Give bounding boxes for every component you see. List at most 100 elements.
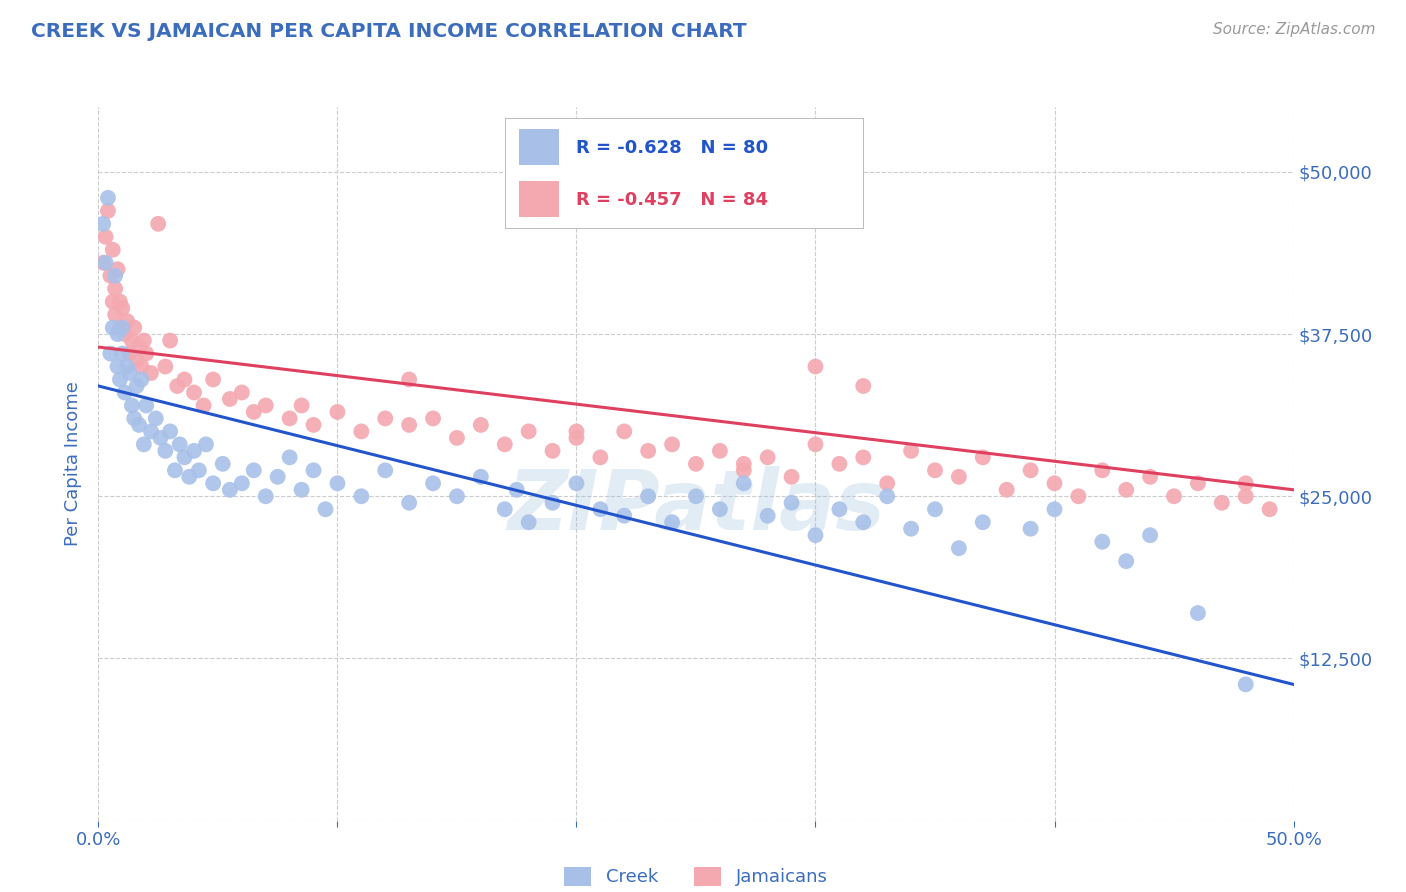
Point bbox=[350, 489, 373, 503]
Point bbox=[183, 443, 205, 458]
Point bbox=[169, 437, 191, 451]
Point bbox=[108, 320, 131, 334]
Point bbox=[145, 411, 167, 425]
Point bbox=[173, 450, 195, 465]
Point bbox=[422, 476, 444, 491]
Point bbox=[1019, 522, 1042, 536]
Point bbox=[97, 191, 120, 205]
Point bbox=[374, 463, 396, 477]
Point bbox=[852, 515, 875, 529]
Point bbox=[828, 502, 851, 516]
Point bbox=[94, 229, 117, 244]
Point bbox=[98, 346, 122, 360]
Point bbox=[374, 411, 396, 425]
Point bbox=[111, 320, 134, 334]
Point bbox=[1163, 489, 1185, 503]
Point bbox=[1258, 502, 1281, 516]
Point bbox=[278, 411, 301, 425]
Point bbox=[398, 372, 420, 386]
Point bbox=[852, 450, 875, 465]
Point bbox=[98, 268, 122, 283]
Point bbox=[565, 425, 588, 439]
Point bbox=[131, 372, 153, 386]
Point bbox=[1115, 554, 1137, 568]
Point bbox=[115, 314, 138, 328]
Point bbox=[132, 334, 155, 348]
Point bbox=[1091, 534, 1114, 549]
Point bbox=[828, 457, 851, 471]
Point bbox=[219, 392, 242, 406]
Point bbox=[733, 476, 755, 491]
Point bbox=[128, 417, 150, 432]
Point bbox=[1187, 606, 1209, 620]
Point bbox=[118, 366, 141, 380]
Point bbox=[101, 243, 124, 257]
Point bbox=[94, 256, 117, 270]
Point bbox=[756, 508, 779, 523]
Point bbox=[163, 463, 186, 477]
Point bbox=[104, 268, 127, 283]
Point bbox=[780, 496, 803, 510]
Point bbox=[104, 282, 127, 296]
Point bbox=[948, 470, 970, 484]
Point bbox=[494, 437, 516, 451]
Point bbox=[1043, 476, 1066, 491]
Point bbox=[326, 476, 349, 491]
Point bbox=[804, 528, 827, 542]
Point bbox=[1139, 528, 1161, 542]
Point bbox=[139, 425, 162, 439]
Point bbox=[1115, 483, 1137, 497]
Point bbox=[202, 476, 225, 491]
Point bbox=[470, 470, 492, 484]
Point bbox=[506, 483, 529, 497]
Point bbox=[350, 425, 373, 439]
Point bbox=[291, 483, 314, 497]
Point bbox=[398, 496, 420, 510]
Point bbox=[108, 372, 131, 386]
Point bbox=[135, 346, 157, 360]
Point bbox=[876, 476, 898, 491]
Point bbox=[135, 399, 157, 413]
Point bbox=[1187, 476, 1209, 491]
Point bbox=[211, 457, 233, 471]
Point bbox=[565, 431, 588, 445]
Point bbox=[613, 508, 636, 523]
Point bbox=[243, 463, 266, 477]
Point bbox=[948, 541, 970, 556]
Point bbox=[733, 463, 755, 477]
Text: CREEK VS JAMAICAN PER CAPITA INCOME CORRELATION CHART: CREEK VS JAMAICAN PER CAPITA INCOME CORR… bbox=[31, 22, 747, 41]
Point bbox=[1234, 489, 1257, 503]
Text: Source: ZipAtlas.com: Source: ZipAtlas.com bbox=[1212, 22, 1375, 37]
Point bbox=[565, 476, 588, 491]
Point bbox=[131, 359, 153, 374]
Point bbox=[685, 457, 707, 471]
Y-axis label: Per Capita Income: Per Capita Income bbox=[65, 382, 83, 546]
Point bbox=[231, 385, 253, 400]
Point bbox=[1091, 463, 1114, 477]
Point bbox=[661, 515, 683, 529]
Point bbox=[193, 399, 215, 413]
Point bbox=[104, 308, 127, 322]
Point bbox=[107, 262, 129, 277]
Point bbox=[315, 502, 337, 516]
Point bbox=[876, 489, 898, 503]
Point bbox=[804, 437, 827, 451]
Point bbox=[121, 399, 143, 413]
Point bbox=[91, 256, 114, 270]
Point bbox=[187, 463, 209, 477]
Point bbox=[637, 443, 659, 458]
Point bbox=[101, 320, 124, 334]
Point bbox=[125, 379, 148, 393]
Point bbox=[159, 334, 181, 348]
Point bbox=[155, 443, 177, 458]
Point bbox=[114, 385, 136, 400]
Point bbox=[1234, 677, 1257, 691]
Point bbox=[139, 366, 162, 380]
Point bbox=[132, 437, 155, 451]
Point bbox=[685, 489, 707, 503]
Point bbox=[254, 399, 277, 413]
Point bbox=[179, 470, 201, 484]
Point bbox=[924, 502, 946, 516]
Point bbox=[108, 294, 131, 309]
Point bbox=[121, 334, 143, 348]
